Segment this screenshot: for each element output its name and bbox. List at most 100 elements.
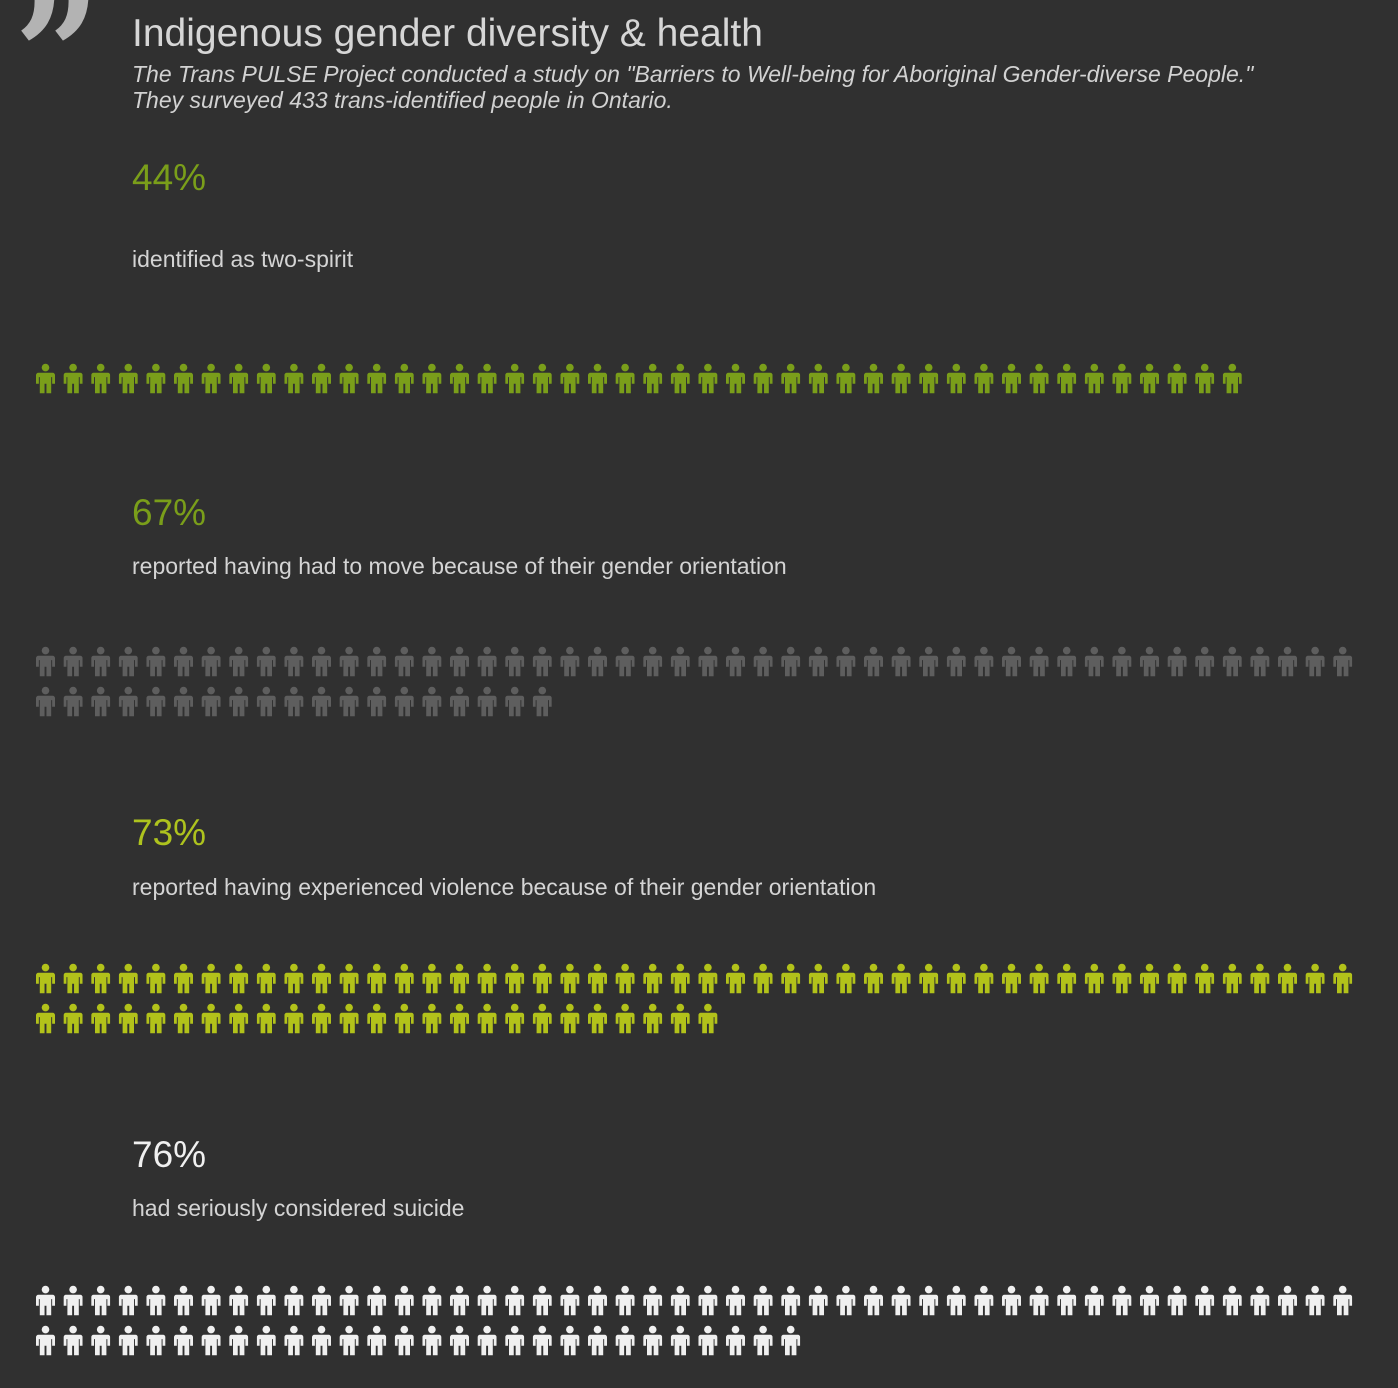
person-icon xyxy=(284,963,304,994)
person-icon xyxy=(588,1325,607,1356)
person-icon xyxy=(146,363,166,394)
person-icon xyxy=(394,1285,414,1316)
person-icon xyxy=(312,686,331,717)
person-icon xyxy=(1195,363,1215,394)
person-icon xyxy=(1057,363,1077,394)
person-icon xyxy=(229,686,249,717)
person-icon xyxy=(891,1285,911,1316)
person-icon xyxy=(781,1325,801,1356)
person-icon xyxy=(864,1285,883,1316)
person-icon xyxy=(1112,646,1132,677)
person-icon xyxy=(118,1325,138,1356)
person-icon xyxy=(1112,963,1132,994)
person-icon xyxy=(808,646,828,677)
person-icon xyxy=(229,963,249,994)
person-icon xyxy=(146,1003,166,1034)
person-icon xyxy=(63,363,83,394)
person-icon xyxy=(505,1003,525,1034)
person-icon xyxy=(781,646,801,677)
person-icon xyxy=(588,963,607,994)
person-icon xyxy=(560,963,580,994)
person-icon xyxy=(1002,363,1021,394)
person-icon xyxy=(1250,1285,1270,1316)
person-icon xyxy=(643,1325,663,1356)
person-icon xyxy=(974,363,994,394)
person-icon xyxy=(256,363,276,394)
person-icon xyxy=(394,1003,414,1034)
person-icon xyxy=(1002,1285,1021,1316)
person-icon xyxy=(1333,646,1353,677)
person-icon xyxy=(367,1325,387,1356)
pictogram-row-4 xyxy=(36,1285,1353,1356)
person-icon xyxy=(1057,1285,1077,1316)
person-icon xyxy=(1140,963,1159,994)
person-icon xyxy=(615,646,635,677)
person-icon xyxy=(118,646,138,677)
person-icon xyxy=(146,963,166,994)
person-icon xyxy=(36,963,55,994)
person-icon xyxy=(615,1003,635,1034)
person-icon xyxy=(698,646,718,677)
person-icon xyxy=(670,1285,690,1316)
pictogram-row-1 xyxy=(36,363,1242,394)
person-icon xyxy=(118,963,138,994)
person-icon xyxy=(1029,963,1049,994)
person-icon xyxy=(91,963,111,994)
person-icon xyxy=(615,1285,635,1316)
person-icon xyxy=(174,963,193,994)
person-icon xyxy=(146,1325,166,1356)
person-icon xyxy=(229,646,249,677)
person-icon xyxy=(63,686,83,717)
person-icon xyxy=(505,363,525,394)
person-icon xyxy=(726,646,745,677)
person-icon xyxy=(1029,1285,1049,1316)
person-icon xyxy=(118,1003,138,1034)
person-icon xyxy=(284,686,304,717)
person-icon xyxy=(36,1003,55,1034)
person-icon xyxy=(1222,963,1242,994)
person-icon xyxy=(63,1285,83,1316)
page-subtitle: The Trans PULSE Project conducted a stud… xyxy=(132,61,1382,113)
person-icon xyxy=(174,1003,193,1034)
person-icon xyxy=(284,1003,304,1034)
person-icon xyxy=(1167,363,1187,394)
person-icon xyxy=(1057,646,1077,677)
person-icon xyxy=(422,1285,442,1316)
person-icon xyxy=(726,1285,745,1316)
person-icon xyxy=(753,646,773,677)
person-icon xyxy=(394,963,414,994)
person-icon xyxy=(588,1003,607,1034)
person-icon xyxy=(229,1003,249,1034)
person-icon xyxy=(505,686,525,717)
person-icon xyxy=(808,1285,828,1316)
person-icon xyxy=(588,646,607,677)
person-icon xyxy=(753,363,773,394)
person-icon xyxy=(891,363,911,394)
person-icon xyxy=(1305,646,1325,677)
person-icon xyxy=(698,1003,718,1034)
person-icon xyxy=(256,646,276,677)
person-icon xyxy=(118,363,138,394)
person-icon xyxy=(808,363,828,394)
person-icon xyxy=(174,363,193,394)
person-icon xyxy=(919,363,939,394)
stat-value-2: 67% xyxy=(132,492,207,533)
person-icon xyxy=(63,963,83,994)
person-icon xyxy=(532,1325,552,1356)
person-icon xyxy=(36,1325,55,1356)
person-icon xyxy=(1222,1285,1242,1316)
person-icon xyxy=(422,1325,442,1356)
person-icon xyxy=(698,1325,718,1356)
person-icon xyxy=(1112,1285,1132,1316)
person-icon xyxy=(643,646,663,677)
stat-description-4: had seriously considered suicide xyxy=(132,1195,465,1221)
person-icon xyxy=(118,686,138,717)
person-icon xyxy=(1305,1285,1325,1316)
person-icon xyxy=(560,363,580,394)
subtitle-line-1: The Trans PULSE Project conducted a stud… xyxy=(132,61,1254,87)
person-icon xyxy=(753,1325,773,1356)
person-icon xyxy=(670,963,690,994)
person-icon xyxy=(560,1325,580,1356)
pictogram-row-3 xyxy=(36,963,1353,1034)
